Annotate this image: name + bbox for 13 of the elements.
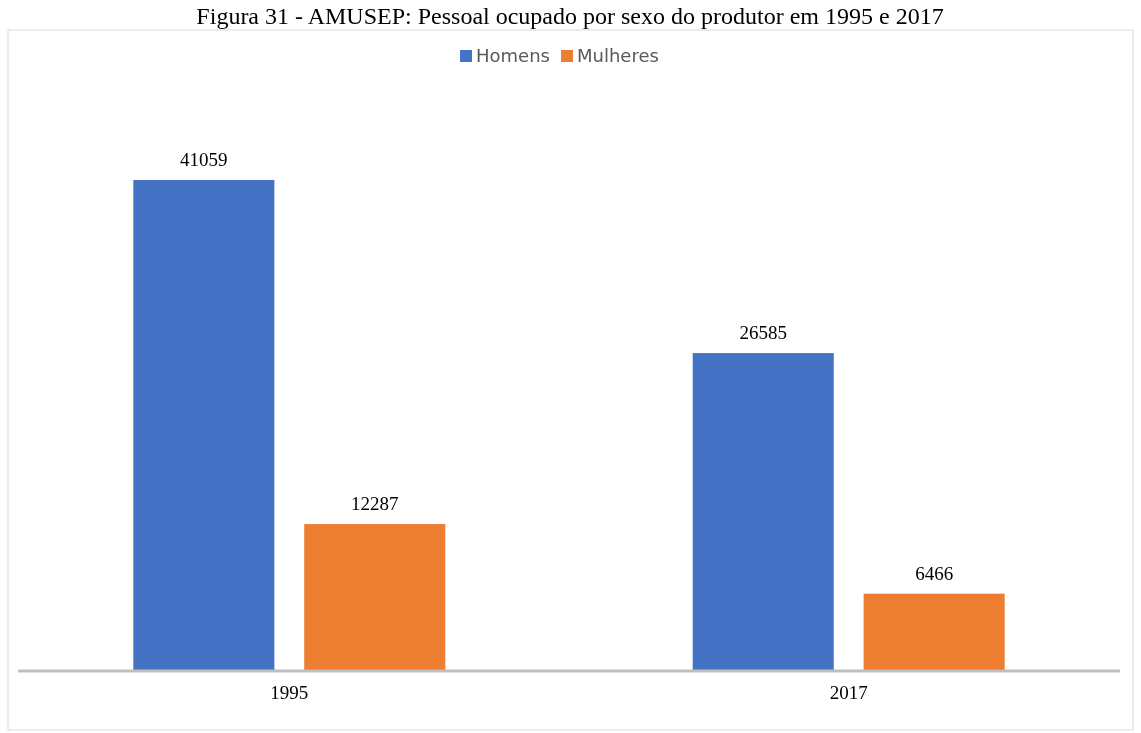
chart-title: Figura 31 - AMUSEP: Pessoal ocupado por sexo do produtor em 1995 e 2017	[196, 3, 944, 29]
legend-label: Homens	[476, 45, 550, 66]
bar	[133, 180, 275, 671]
data-label: 41059	[180, 149, 228, 170]
x-tick-label: 1995	[270, 682, 309, 703]
bar	[863, 593, 1005, 671]
data-label: 12287	[351, 493, 399, 515]
bar	[692, 353, 834, 671]
legend-label: Mulheres	[577, 45, 659, 66]
bar	[304, 524, 446, 671]
data-label: 6466	[915, 562, 954, 584]
data-label: 26585	[739, 322, 787, 344]
x-tick-label: 2017	[829, 682, 868, 703]
